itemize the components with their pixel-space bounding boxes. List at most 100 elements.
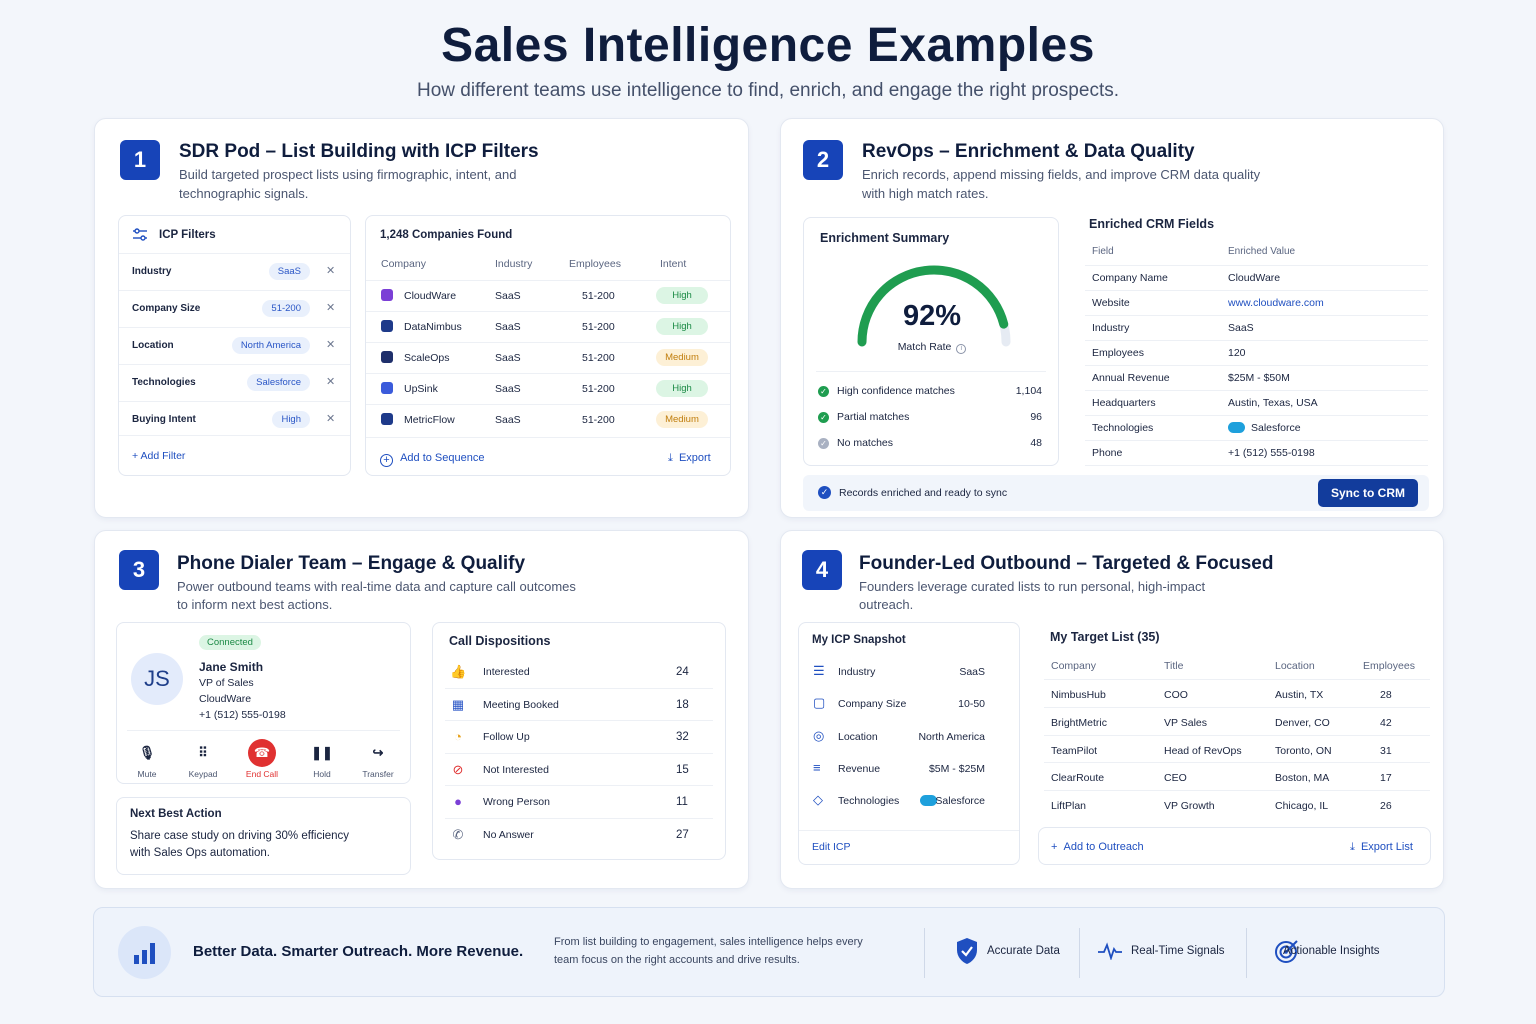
feature-actionable-insights: Actionable Insights [1283, 945, 1380, 957]
remove-filter-icon[interactable]: ✕ [326, 339, 336, 351]
next-best-action-panel: Next Best Action Share case study on dri… [116, 797, 411, 875]
card-title: Phone Dialer Team – Engage & Qualify [177, 553, 526, 574]
stat-value: 96 [1030, 411, 1042, 423]
building-icon: ▢ [813, 695, 826, 711]
add-to-outreach-button[interactable]: + Add to Outreach [1051, 841, 1144, 853]
crm-field-row [1085, 315, 1428, 340]
filter-value-chip[interactable]: 51-200 [262, 300, 310, 317]
company-row[interactable] [366, 373, 730, 404]
filter-value-chip[interactable]: Salesforce [247, 374, 310, 391]
add-to-sequence-button[interactable]: + Add to Sequence [380, 452, 484, 467]
filter-label: Company Size [132, 303, 201, 314]
target-row[interactable] [1044, 734, 1430, 763]
target-header-employees: Employees [1363, 660, 1415, 672]
crm-field-name: Annual Revenue [1092, 372, 1170, 384]
crm-field-value: Austin, Texas, USA [1228, 397, 1318, 409]
contact-name: Jane Smith [199, 660, 264, 674]
card-description-line2: technographic signals. [179, 186, 309, 201]
card-description-line1: Founders leverage curated lists to run p… [859, 579, 1206, 594]
remove-filter-icon[interactable]: ✕ [326, 302, 336, 314]
target-row[interactable] [1044, 706, 1430, 735]
next-best-action-line2: with Sales Ops automation. [130, 847, 270, 859]
crm-field-value: CloudWare [1228, 272, 1281, 284]
disposition-label[interactable]: Follow Up [483, 731, 530, 743]
target-actions-bar: + Add to Outreach ⤓ Export List [1038, 827, 1431, 865]
filter-value-chip[interactable]: SaaS [268, 263, 310, 280]
add-filter-button[interactable]: + Add Filter [132, 450, 186, 462]
transfer-button[interactable]: ↪ Transfer [353, 737, 403, 781]
card-number: 2 [803, 140, 843, 180]
card-title: RevOps – Enrichment & Data Quality [862, 141, 1195, 162]
snapshot-label: Location [838, 730, 878, 743]
disposition-label[interactable]: Not Interested [483, 763, 549, 776]
company-row[interactable] [366, 342, 730, 373]
crm-field-value: SaaS [1228, 322, 1254, 334]
company-industry: SaaS [495, 352, 521, 364]
target-row[interactable] [1044, 679, 1430, 707]
target-company: BrightMetric [1051, 716, 1108, 729]
page-title: Sales Intelligence Examples [441, 19, 1095, 72]
stat-check-icon: ✓ [818, 412, 829, 423]
mute-button[interactable]: 🎙 Mute [122, 737, 172, 781]
sliders-icon: ☰ [813, 663, 825, 678]
end-call-label: End Call [245, 769, 279, 779]
company-name: CloudWare [404, 290, 457, 302]
target-employees: 42 [1380, 716, 1392, 729]
target-title: COO [1164, 689, 1188, 701]
target-list-title: My Target List (35) [1050, 630, 1160, 644]
snapshot-value: SaaS [959, 666, 985, 678]
company-name: DataNimbus [404, 321, 462, 333]
gauge-fill [857, 265, 1009, 347]
filter-value-chip[interactable]: High [272, 411, 310, 428]
add-to-outreach-label: Add to Outreach [1063, 841, 1144, 853]
remove-filter-icon[interactable]: ✕ [326, 376, 336, 388]
target-employees: 31 [1380, 744, 1392, 757]
company-row[interactable] [366, 311, 730, 342]
calendar-icon: ▦ [451, 696, 465, 712]
footer-banner: Better Data. Smarter Outreach. More Reve… [93, 907, 1445, 997]
hold-button[interactable]: ❚❚ Hold [297, 737, 347, 781]
edit-icp-button[interactable]: Edit ICP [812, 841, 851, 853]
target-row[interactable] [1044, 790, 1430, 818]
disposition-count: 27 [676, 828, 689, 841]
crm-field-row [1085, 390, 1428, 415]
disposition-label[interactable]: No Answer [483, 828, 534, 841]
export-button[interactable]: ⤓ Export [668, 452, 711, 465]
target-row[interactable] [1044, 762, 1430, 790]
company-row[interactable] [366, 280, 730, 311]
snapshot-value: Salesforce [935, 795, 985, 808]
remove-filter-icon[interactable]: ✕ [326, 265, 336, 277]
target-header-company: Company [1051, 660, 1096, 672]
card-title: SDR Pod – List Building with ICP Filters [179, 141, 539, 162]
sync-status-bar: ✓ Records enriched and ready to sync Syn… [803, 475, 1429, 511]
snapshot-label: Company Size [838, 698, 907, 711]
filter-label: Buying Intent [132, 414, 196, 425]
company-row[interactable] [366, 404, 730, 435]
sync-to-crm-button[interactable]: Sync to CRM [1318, 479, 1418, 507]
match-rate-value: 92% [902, 300, 962, 332]
icp-snapshot-title: My ICP Snapshot [812, 634, 906, 646]
filter-value-chip[interactable]: North America [231, 337, 310, 354]
keypad-button[interactable]: ⠿ Keypad [178, 737, 228, 781]
transfer-icon: ↪ [372, 745, 384, 760]
crm-field-value[interactable]: www.cloudware.com [1228, 297, 1324, 309]
target-company: ClearRoute [1051, 772, 1105, 785]
disposition-label[interactable]: Interested [483, 666, 530, 678]
disposition-label[interactable]: Wrong Person [483, 796, 550, 808]
remove-filter-icon[interactable]: ✕ [326, 413, 336, 425]
sync-status-text: Records enriched and ready to sync [839, 487, 1008, 499]
disposition-label[interactable]: Meeting Booked [483, 698, 559, 711]
target-location: Austin, TX [1275, 689, 1324, 701]
card-description-line1: Build targeted prospect lists using firm… [179, 167, 517, 182]
crm-field-value: +1 (512) 555-0198 [1228, 447, 1315, 459]
add-to-sequence-label: Add to Sequence [400, 452, 485, 464]
target-location: Toronto, ON [1275, 744, 1332, 757]
company-logo-icon [381, 320, 393, 332]
company-logo-icon [381, 289, 393, 301]
export-list-button[interactable]: ⤓ Export List [1350, 841, 1413, 854]
card-description-line2: with high match rates. [862, 186, 989, 201]
end-call-button[interactable]: ☎ End Call [237, 737, 287, 781]
snapshot-label: Industry [838, 666, 876, 678]
company-industry: SaaS [495, 321, 521, 333]
filter-row [119, 364, 350, 401]
